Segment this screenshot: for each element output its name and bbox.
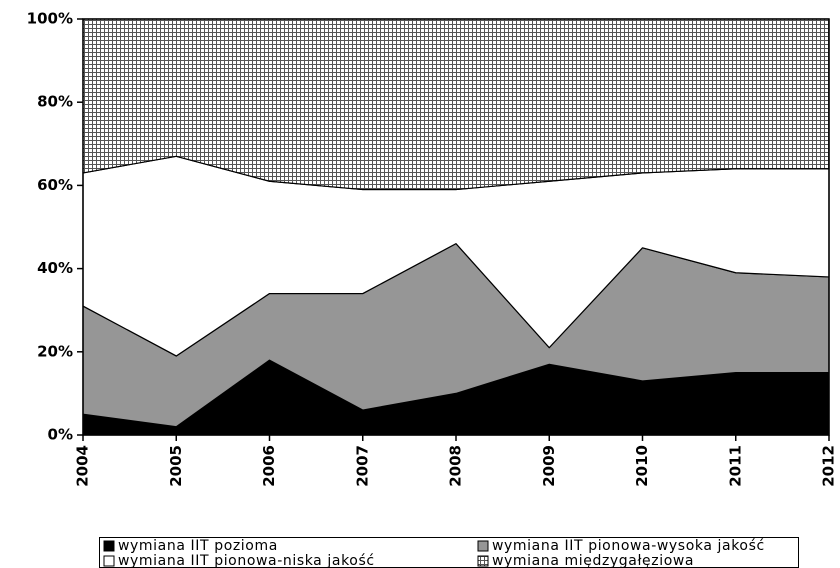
- legend-swatch: [103, 555, 115, 567]
- y-tick-label: 100%: [27, 10, 73, 28]
- y-tick-label: 80%: [37, 93, 73, 111]
- x-tick-label: 2007: [353, 445, 371, 487]
- y-tick-label: 60%: [37, 176, 73, 194]
- legend-label: wymiana IIT pionowa-wysoka jakość: [492, 538, 765, 554]
- x-tick-label: 2010: [633, 445, 651, 487]
- y-tick-label: 40%: [37, 259, 73, 277]
- y-tick-label: 20%: [37, 342, 73, 360]
- x-tick-label: 2004: [74, 445, 92, 487]
- legend-label: wymiana IIT pionowa-niska jakość: [118, 553, 375, 568]
- legend-label: wymiana międzygałęziowa: [492, 553, 694, 568]
- legend-swatch: [477, 540, 489, 552]
- legend-swatch: [103, 540, 115, 552]
- x-tick-label: 2008: [447, 445, 465, 487]
- legend-box: [99, 537, 799, 568]
- x-tick-label: 2009: [540, 445, 558, 487]
- x-tick-label: 2012: [820, 445, 838, 487]
- legend-label: wymiana IIT pozioma: [118, 538, 278, 554]
- legend-swatch: [477, 555, 489, 567]
- x-tick-label: 2011: [726, 445, 744, 487]
- x-tick-label: 2006: [260, 445, 278, 487]
- x-tick-label: 2005: [167, 445, 185, 487]
- y-tick-label: 0%: [48, 426, 73, 444]
